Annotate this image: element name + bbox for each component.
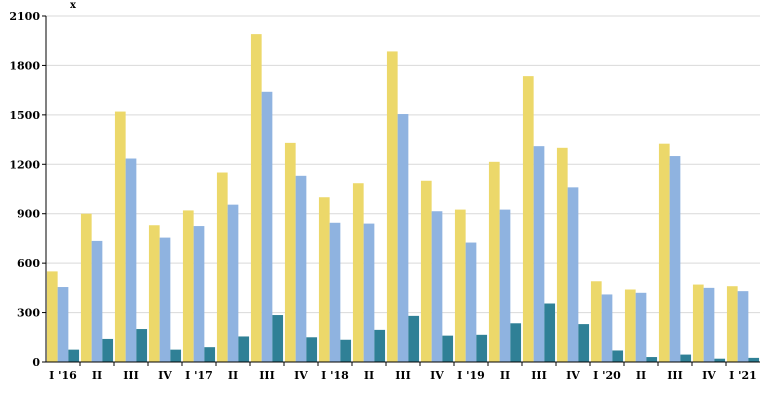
bar-series-1 [182, 210, 194, 362]
bar-series-2 [703, 287, 715, 362]
bar-series-1 [488, 161, 500, 362]
bar-series-1 [556, 147, 568, 362]
bar-series-2 [261, 91, 273, 363]
bar-series-3 [238, 336, 250, 362]
bar-series-1 [216, 172, 228, 362]
bar-series-3 [748, 357, 760, 362]
y-axis-ticks: 0 300 600 900 1200 1500 1800 2100 [9, 10, 46, 369]
x-tick-label: III [123, 369, 138, 382]
bar-series-1 [522, 76, 534, 362]
bar-series-2 [533, 146, 545, 362]
bar-series-1 [284, 142, 296, 362]
bar-series-2 [227, 204, 239, 362]
bar-series-2 [193, 226, 205, 362]
bar-series-3 [578, 324, 590, 362]
y-tick-label: 900 [17, 208, 40, 221]
y-tick-label: 1500 [9, 109, 40, 122]
x-axis-ticks: I '16 II III IV I '17 II III IV I '18 II III IV I '1… [49, 362, 757, 382]
bar-series-2 [363, 223, 375, 362]
y-tick-label: 300 [17, 307, 40, 320]
bar-series-3 [714, 358, 726, 362]
bar-series-1 [148, 225, 160, 362]
bar-series-2 [159, 237, 171, 362]
x-tick-label: IV [430, 369, 444, 382]
y-axis-label-mark: x [70, 0, 77, 11]
bar-series-3 [646, 357, 658, 362]
bar-series-2 [125, 158, 137, 362]
bar-series-2 [329, 222, 341, 362]
bar-series-1 [250, 34, 262, 362]
x-tick-label: II [228, 369, 238, 382]
y-tick-label: 1200 [9, 158, 40, 171]
x-tick-label: I '16 [49, 369, 77, 382]
bar-series-3 [612, 350, 624, 362]
bar-series-1 [692, 284, 704, 362]
bar-series-2 [635, 292, 647, 362]
x-tick-label: III [259, 369, 274, 382]
x-tick-label: IV [158, 369, 172, 382]
bar-series-2 [567, 187, 579, 362]
bar-series-3 [340, 339, 352, 362]
bar-series-3 [374, 329, 386, 362]
bar-series-3 [476, 334, 488, 362]
bar-series-3 [204, 347, 216, 362]
bar-series-1 [46, 271, 58, 362]
bar-series-1 [658, 143, 670, 362]
bar-series-2 [91, 240, 103, 362]
bar-series-2 [601, 294, 613, 362]
y-tick-label: 1800 [9, 59, 40, 72]
bar-series-2 [295, 175, 307, 362]
bar-series-2 [57, 287, 69, 362]
bar-series-3 [272, 315, 284, 362]
bar-series-2 [431, 211, 443, 362]
x-tick-label: I '17 [185, 369, 213, 382]
bar-series-3 [136, 329, 148, 362]
bar-series-3 [102, 338, 114, 362]
bar-series-3 [442, 335, 454, 362]
x-tick-label: III [395, 369, 410, 382]
bar-series-1 [318, 197, 330, 362]
bar-series-3 [170, 349, 182, 362]
x-tick-label: I '21 [729, 369, 757, 382]
y-tick-label: 600 [17, 257, 40, 270]
bar-series-1 [454, 209, 466, 362]
bars [46, 34, 760, 363]
bar-series-1 [590, 281, 602, 362]
bar-series-2 [737, 291, 749, 362]
x-tick-label: I '20 [593, 369, 621, 382]
x-tick-label: III [667, 369, 682, 382]
x-tick-label: II [500, 369, 510, 382]
bar-series-1 [420, 180, 432, 362]
bar-series-1 [80, 213, 92, 362]
bar-series-3 [306, 337, 318, 362]
bar-series-1 [352, 183, 364, 362]
x-tick-label: III [531, 369, 546, 382]
bar-series-2 [397, 114, 409, 363]
x-tick-label: I '19 [457, 369, 485, 382]
bar-series-1 [624, 289, 636, 362]
y-tick-label: 2100 [9, 10, 40, 23]
x-tick-label: II [92, 369, 102, 382]
bar-series-3 [68, 349, 80, 362]
bar-series-2 [499, 209, 511, 362]
bar-series-1 [726, 286, 738, 362]
y-tick-label: 0 [32, 356, 40, 369]
x-tick-label: IV [702, 369, 716, 382]
x-tick-label: I '18 [321, 369, 349, 382]
bar-series-3 [544, 303, 556, 362]
bar-series-3 [680, 354, 692, 362]
bar-series-2 [465, 242, 477, 362]
bar-series-1 [386, 51, 398, 363]
bar-series-3 [510, 323, 522, 362]
bar-series-2 [669, 156, 681, 362]
bar-series-1 [114, 111, 126, 362]
x-tick-label: IV [566, 369, 580, 382]
bar-series-3 [408, 315, 420, 362]
x-tick-label: II [636, 369, 646, 382]
x-tick-label: IV [294, 369, 308, 382]
x-tick-label: II [364, 369, 374, 382]
